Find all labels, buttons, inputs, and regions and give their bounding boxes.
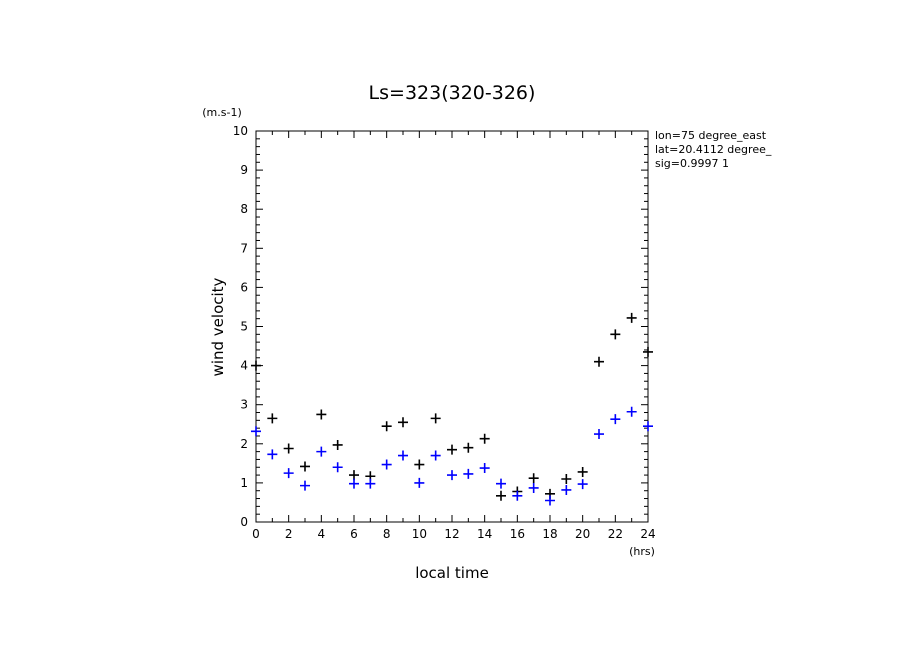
data-point bbox=[643, 346, 653, 357]
data-marks bbox=[251, 312, 653, 506]
data-point bbox=[251, 426, 261, 437]
data-point bbox=[267, 449, 278, 460]
data-point bbox=[398, 450, 408, 461]
data-point bbox=[561, 484, 572, 495]
data-point bbox=[349, 478, 359, 489]
data-point bbox=[365, 478, 376, 489]
x-axis-unit: (hrs) bbox=[629, 545, 655, 558]
x-tick-label: 6 bbox=[350, 527, 358, 541]
data-point bbox=[496, 478, 506, 489]
y-tick-label: 10 bbox=[233, 124, 248, 138]
data-point bbox=[594, 356, 604, 367]
y-tick-label: 8 bbox=[240, 202, 248, 216]
data-point bbox=[447, 470, 457, 481]
data-point bbox=[430, 413, 441, 424]
data-point bbox=[267, 413, 278, 424]
x-tick-label: 0 bbox=[252, 527, 260, 541]
annotation-lat: lat=20.4112 degree_ bbox=[655, 143, 772, 156]
x-tick-label: 10 bbox=[412, 527, 427, 541]
x-tick-label: 18 bbox=[542, 527, 557, 541]
data-point bbox=[643, 421, 653, 432]
data-point bbox=[610, 414, 621, 425]
y-tick-label: 4 bbox=[240, 359, 248, 373]
data-point bbox=[414, 459, 425, 470]
data-point bbox=[610, 329, 621, 340]
data-point bbox=[561, 473, 572, 484]
data-point bbox=[300, 480, 310, 491]
data-point bbox=[463, 442, 474, 453]
y-axis-label: wind velocity bbox=[209, 277, 227, 376]
annotation-sig: sig=0.9997 1 bbox=[655, 157, 729, 170]
x-tick-label: 22 bbox=[608, 527, 623, 541]
y-tick-label: 1 bbox=[240, 476, 248, 490]
data-point bbox=[594, 429, 604, 440]
data-point bbox=[349, 470, 359, 481]
y-axis-unit: (m.s-1) bbox=[202, 106, 242, 119]
data-point bbox=[577, 466, 588, 477]
y-tick-label: 5 bbox=[240, 320, 248, 334]
x-tick-label: 8 bbox=[383, 527, 391, 541]
data-point bbox=[496, 490, 506, 501]
y-tick-label: 2 bbox=[240, 437, 248, 451]
data-point bbox=[479, 463, 490, 474]
annotation-lon: lon=75 degree_east bbox=[655, 129, 767, 142]
plot-frame bbox=[255, 130, 649, 523]
y-tick-label: 7 bbox=[240, 241, 248, 255]
data-point bbox=[528, 482, 539, 493]
x-tick-label: 16 bbox=[510, 527, 525, 541]
data-point bbox=[316, 446, 327, 457]
data-point bbox=[414, 477, 425, 488]
data-point bbox=[626, 406, 637, 417]
y-tick-label: 6 bbox=[240, 280, 248, 294]
chart-title: Ls=323(320-326) bbox=[369, 82, 536, 104]
x-axis-label: local time bbox=[415, 564, 489, 582]
data-point bbox=[283, 443, 294, 454]
data-point bbox=[283, 468, 294, 479]
data-point bbox=[381, 459, 392, 470]
data-point bbox=[300, 461, 310, 472]
data-point bbox=[381, 421, 392, 432]
data-point bbox=[430, 450, 441, 461]
data-point bbox=[332, 439, 343, 450]
x-tick-label: 2 bbox=[285, 527, 293, 541]
x-tick-label: 12 bbox=[444, 527, 459, 541]
series-0 bbox=[251, 312, 653, 501]
data-point bbox=[316, 409, 327, 420]
x-tick-label: 20 bbox=[575, 527, 590, 541]
data-point bbox=[447, 444, 457, 455]
y-tick-label: 0 bbox=[240, 515, 248, 529]
data-point bbox=[398, 417, 408, 428]
x-tick-label: 4 bbox=[318, 527, 326, 541]
data-point bbox=[528, 473, 539, 484]
data-point bbox=[332, 462, 343, 473]
x-tick-label: 14 bbox=[477, 527, 492, 541]
data-point bbox=[463, 468, 474, 479]
series-1 bbox=[251, 406, 653, 506]
data-point bbox=[512, 490, 523, 501]
data-point bbox=[577, 479, 588, 490]
data-point bbox=[626, 312, 637, 323]
data-point bbox=[251, 360, 261, 371]
y-tick-label: 3 bbox=[240, 398, 248, 412]
data-point bbox=[479, 433, 490, 444]
data-point bbox=[545, 495, 555, 506]
y-tick-label: 9 bbox=[240, 163, 248, 177]
x-tick-label: 24 bbox=[640, 527, 655, 541]
